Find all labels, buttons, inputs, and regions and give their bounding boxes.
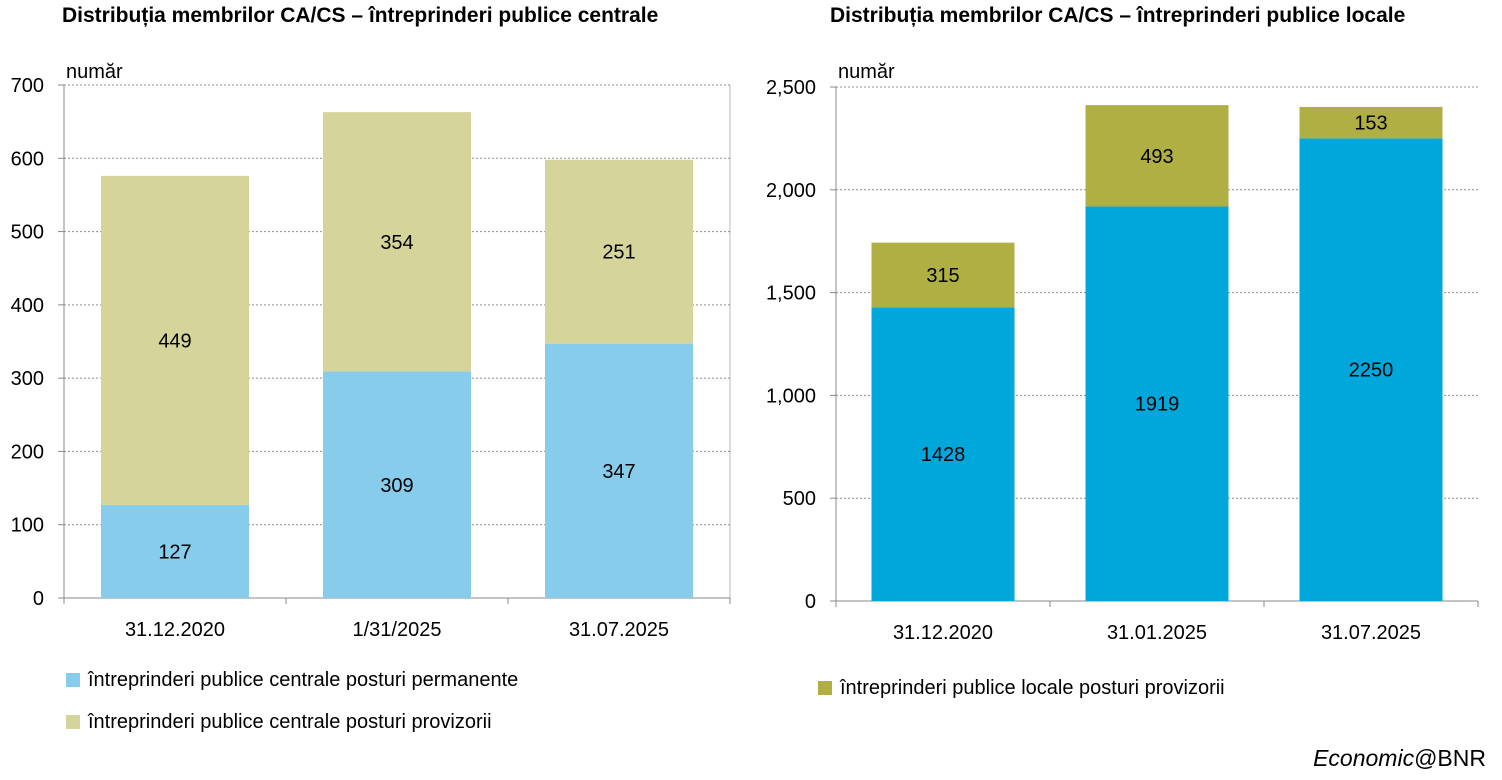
central-data-label: 449 [158, 330, 191, 352]
local-x-tick-label: 31.01.2025 [1107, 622, 1207, 644]
stacked-bar-chart-central: 0 100 200 300 400 500 600 700 număr 127 449 31.12.2… [11, 61, 731, 641]
central-y-tick-label: 500 [11, 222, 44, 244]
local-y-tick-label: 0 [805, 591, 816, 613]
central-y-tick-label: 100 [11, 515, 44, 537]
chart-title-central: Distribuția membrilor CA/CS – întreprind… [62, 4, 659, 27]
chart-panel-central: Distribuția membrilor CA/CS – întreprind… [0, 0, 750, 740]
central-data-label: 251 [602, 242, 635, 264]
central-y-tick-label: 0 [33, 588, 44, 610]
local-bar-permanent [1085, 206, 1229, 601]
local-bar-permanent [1299, 138, 1443, 601]
central-data-label: 127 [158, 541, 191, 563]
local-data-label: 1428 [921, 444, 966, 466]
central-y-tick-label: 200 [11, 441, 44, 463]
central-x-tick-label: 31.07.2025 [569, 619, 669, 641]
footer-italic: Economic [1313, 745, 1415, 771]
footer-source: Economic@BNR [1313, 745, 1486, 772]
legend-item-permanent: întreprinderi publice centrale posturi p… [66, 666, 518, 694]
local-data-label: 153 [1354, 113, 1387, 135]
central-y-tick-label: 400 [11, 295, 44, 317]
legend-label-provisional: întreprinderi publice centrale posturi p… [88, 710, 492, 733]
central-bar-permanent [101, 504, 249, 598]
legend-local: întreprinderi publice locale posturi pro… [818, 674, 1225, 716]
stacked-bar-chart-local: 0 500 1,000 1,500 2,000 2,500 număr 1428 315 31.1… [766, 61, 1479, 644]
central-y-tick-label: 600 [11, 148, 44, 170]
local-y-tick-label: 500 [783, 488, 816, 510]
local-data-label: 493 [1140, 146, 1173, 168]
footer-rest: @BNR [1414, 745, 1486, 771]
legend-item-local-provisional: întreprinderi publice locale posturi pro… [818, 674, 1225, 702]
central-bar-provisional [545, 159, 693, 344]
central-bar-permanent [323, 371, 471, 598]
local-y-tick-label: 1,000 [766, 385, 816, 407]
central-bar-provisional [101, 175, 249, 505]
legend-label-permanent: întreprinderi publice centrale posturi p… [88, 668, 519, 691]
central-data-label: 347 [602, 461, 635, 483]
legend-swatch-local-provisional [818, 681, 832, 695]
central-y-axis-label: număr [66, 61, 123, 83]
central-y-tick-label: 300 [11, 368, 44, 390]
local-y-tick-label: 2,000 [766, 180, 816, 202]
chart-panel-local: Distribuția membrilor CA/CS – întreprind… [750, 0, 1502, 740]
central-x-tick-label: 31.12.2020 [125, 619, 225, 641]
central-data-label: 354 [380, 232, 413, 254]
local-y-tick-label: 2,500 [766, 77, 816, 99]
legend-label-local-provisional: întreprinderi publice locale posturi pro… [840, 676, 1225, 699]
local-bar-provisional [1299, 106, 1443, 139]
local-bar-permanent [871, 307, 1015, 601]
local-x-tick-label: 31.12.2020 [893, 622, 993, 644]
central-x-tick-label: 1/31/2025 [353, 619, 442, 641]
local-data-label: 1919 [1135, 394, 1180, 416]
legend-swatch-provisional [66, 715, 80, 729]
chart-title-local: Distribuția membrilor CA/CS – întreprind… [830, 4, 1406, 27]
local-y-tick-label: 1,500 [766, 283, 816, 305]
local-data-label: 2250 [1349, 360, 1394, 382]
local-y-axis-label: număr [838, 61, 895, 83]
local-x-tick-label: 31.07.2025 [1321, 622, 1421, 644]
legend-central: întreprinderi publice centrale posturi p… [66, 666, 518, 750]
local-data-label: 315 [926, 265, 959, 287]
legend-swatch-permanent [66, 673, 80, 687]
central-y-tick-label: 700 [11, 75, 44, 97]
central-data-label: 309 [380, 475, 413, 497]
local-bar-provisional [1085, 105, 1229, 207]
legend-item-provisional: întreprinderi publice centrale posturi p… [66, 708, 518, 736]
central-bar-permanent [545, 343, 693, 598]
central-bar-provisional [323, 112, 471, 372]
local-bar-provisional [871, 242, 1015, 308]
